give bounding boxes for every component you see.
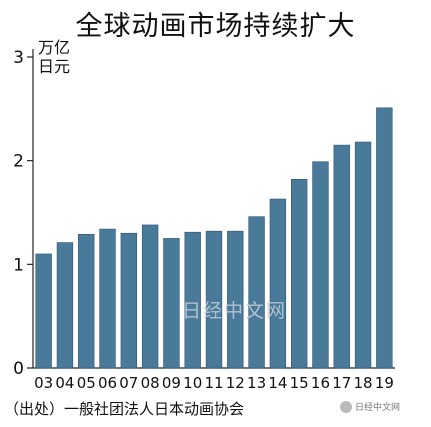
unit-line-2: 日元 xyxy=(38,57,71,76)
y-axis-unit-label: 万亿 日元 xyxy=(38,38,70,76)
x-tick-label-04: 04 xyxy=(55,374,74,392)
x-tick-label-08: 08 xyxy=(141,374,160,392)
bar-19 xyxy=(376,107,393,369)
x-tick-label-03: 03 xyxy=(34,374,53,392)
source-note: （出处）一般社团法人日本动画协会 xyxy=(4,400,245,418)
x-tick-label-18: 18 xyxy=(354,374,373,392)
bar-16 xyxy=(312,161,329,369)
bar-14 xyxy=(269,198,287,369)
bar-05 xyxy=(78,233,95,369)
bar-04 xyxy=(56,242,74,369)
x-tick-label-16: 16 xyxy=(311,374,330,392)
unit-line-1: 万亿 xyxy=(38,38,71,57)
x-tick-label-09: 09 xyxy=(162,374,181,392)
bar-17 xyxy=(333,144,350,369)
bar-09 xyxy=(163,238,180,369)
watermark-badge-label: 日经中文网 xyxy=(355,403,401,413)
x-tick-label-14: 14 xyxy=(268,374,287,392)
watermark-badge: 日经中文网 xyxy=(340,400,400,413)
bar-03 xyxy=(35,253,52,369)
bar-08 xyxy=(141,224,159,369)
x-tick-label-05: 05 xyxy=(77,374,96,392)
bar-06 xyxy=(99,228,116,369)
x-tick-label-10: 10 xyxy=(183,374,202,392)
y-tick-label-1: 1 xyxy=(13,255,24,275)
bar-10 xyxy=(184,231,201,369)
x-tick-label-15: 15 xyxy=(290,374,309,392)
x-tick-label-11: 11 xyxy=(204,374,223,392)
x-tick-label-07: 07 xyxy=(119,374,138,392)
bar-07 xyxy=(120,232,138,369)
watermark-logo-icon xyxy=(340,400,352,413)
watermark-center: 日经中文网 xyxy=(182,300,288,322)
x-tick-label-17: 17 xyxy=(332,374,351,392)
x-tick-label-13: 13 xyxy=(247,374,266,392)
x-tick-label-06: 06 xyxy=(98,374,117,392)
bar-18 xyxy=(354,141,372,369)
x-tick-label-12: 12 xyxy=(226,374,245,392)
bar-15 xyxy=(290,179,308,369)
x-tick-label-19: 19 xyxy=(375,374,394,392)
y-tick-label-3: 3 xyxy=(13,48,24,68)
bar-12 xyxy=(227,230,244,369)
bar-13 xyxy=(248,216,265,369)
y-tick-label-0: 0 xyxy=(13,359,24,379)
bar-11 xyxy=(205,230,223,369)
y-tick-label-2: 2 xyxy=(13,152,24,172)
chart-title: 全球动画市场持续扩大 xyxy=(75,11,356,42)
